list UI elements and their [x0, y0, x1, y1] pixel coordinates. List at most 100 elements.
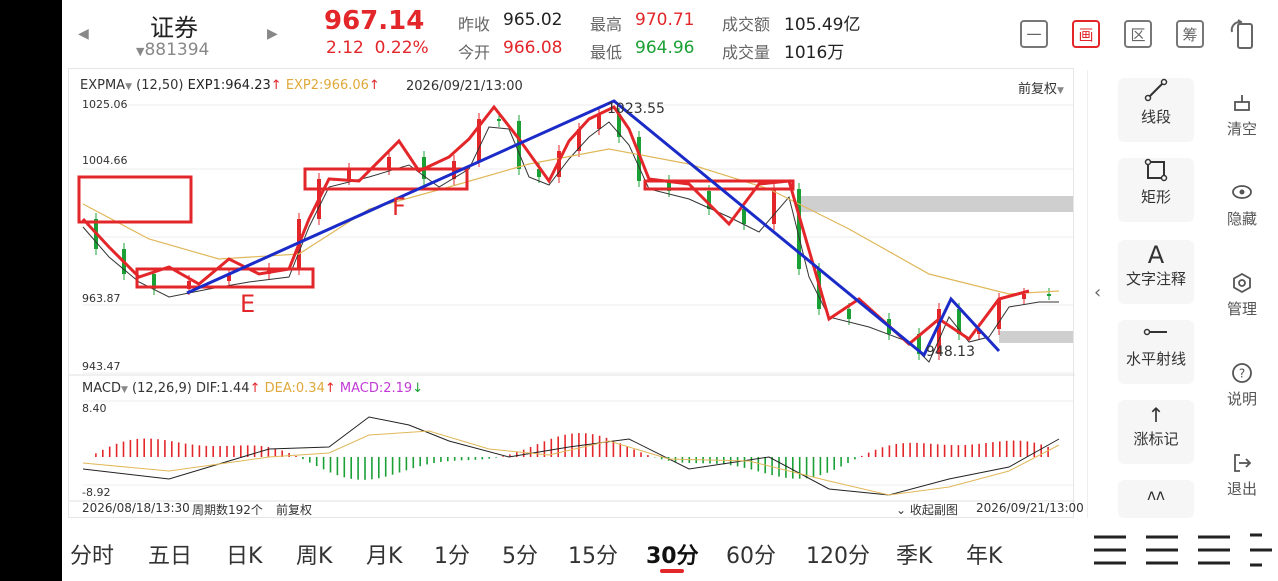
macd-value: MACD:2.19	[339, 381, 413, 396]
timeframe-tab[interactable]: 1分	[434, 544, 470, 569]
timeframe-tab[interactable]: 30分	[646, 544, 699, 569]
up-arrow-icon: ↑	[249, 381, 261, 396]
candle-body	[617, 114, 621, 137]
volume-value: 1016万	[784, 43, 845, 63]
candle-body	[537, 169, 541, 177]
prev-stock-arrow-icon[interactable]: ◀	[78, 26, 89, 42]
eye-icon	[1214, 182, 1270, 208]
tool-rectangle[interactable]: 矩形	[1118, 158, 1194, 222]
stock-code-row[interactable]: ▼881394	[136, 40, 209, 60]
segment-icon	[1118, 78, 1194, 106]
candle-body	[637, 137, 641, 181]
timeframe-tab[interactable]: 5分	[502, 544, 538, 569]
macd-params: (12,26,9)	[132, 381, 192, 396]
candle-body	[707, 191, 711, 209]
dropdown-icon: ▼	[125, 82, 132, 92]
next-stock-arrow-icon[interactable]: ▶	[267, 26, 278, 42]
collapse-toolbox-icon[interactable]: ‹	[1094, 282, 1102, 303]
manage-button[interactable]: 管理	[1214, 272, 1270, 319]
candle-body	[797, 189, 801, 269]
dif-line	[82, 416, 1060, 496]
candle-body	[347, 169, 351, 179]
text-a-icon: A	[1147, 241, 1165, 269]
red-rectangle-drawing	[77, 175, 193, 224]
low-label: 最低	[590, 43, 623, 62]
tool-rise-mark[interactable]: ↑ 涨标记	[1118, 400, 1194, 464]
macd-y-bottom: -8.92	[82, 486, 111, 499]
candle-body	[1047, 294, 1051, 296]
candle-body	[772, 189, 776, 224]
timeframe-tab[interactable]: 季K	[896, 544, 933, 569]
rotate-screen-icon[interactable]	[1228, 18, 1258, 50]
current-price: 967.14	[324, 6, 425, 36]
exit-icon	[1214, 452, 1270, 478]
help-button[interactable]: ? 说明	[1214, 362, 1270, 409]
high-price-annotation: 1023.55	[607, 101, 665, 117]
indicator-name[interactable]: EXPMA	[80, 78, 126, 93]
tool-segment-label: 线段	[1140, 108, 1171, 126]
macd-legend[interactable]: MACD▼ (12,26,9) DIF:1.44↑ DEA:0.34↑ MACD…	[82, 381, 423, 396]
amount-label: 成交额	[722, 15, 771, 34]
tool-horizontal-ray-label: 水平射线	[1125, 350, 1186, 368]
range-mode-button[interactable]: 区	[1124, 20, 1152, 48]
timeframe-tab[interactable]: 15分	[568, 544, 618, 569]
tool-rise-mark-label: 涨标记	[1133, 430, 1179, 448]
collapse-subchart-button[interactable]: ⌄ 收起副图	[896, 501, 958, 518]
candle-body	[847, 309, 851, 319]
line-mode-button[interactable]: 一	[1020, 20, 1048, 48]
dif-value: DIF:1.44	[195, 381, 250, 396]
hide-button[interactable]: 隐藏	[1214, 182, 1270, 229]
arrow-up-icon: ↑	[1147, 403, 1165, 427]
price-change-row: 2.12 0.22%	[326, 38, 429, 58]
timeframe-tab[interactable]: 日K	[226, 544, 263, 569]
prev-close-label: 昨收	[458, 15, 491, 34]
gray-zone	[799, 196, 1073, 212]
candle-body	[497, 119, 501, 121]
collapse-label: 收起副图	[909, 503, 958, 517]
svg-text:?: ?	[1239, 367, 1245, 381]
chart-datetime: 2026/09/21/13:00	[406, 79, 523, 94]
end-time: 2026/09/21/13:00	[976, 501, 1084, 515]
exp-indicator-legend[interactable]: EXPMA▼ (12,50) EXP1:964.23↑ EXP2:966.06↑	[80, 78, 380, 93]
footer-adjust: 前复权	[276, 503, 313, 517]
kline-chart[interactable]	[69, 69, 1075, 519]
timeframe-tab[interactable]: 周K	[296, 544, 333, 569]
timeframe-tab[interactable]: 年K	[966, 544, 1003, 569]
tool-more[interactable]: ʌʌ	[1118, 480, 1194, 518]
stock-code: 881394	[144, 40, 210, 60]
adjust-selector[interactable]: 前复权▼	[1018, 78, 1064, 97]
candle-body	[742, 209, 746, 224]
draw-mode-button[interactable]: 画	[1072, 20, 1100, 48]
candle-body	[957, 309, 961, 334]
exp2-line	[82, 148, 1060, 295]
timeframe-tab[interactable]: 120分	[806, 544, 870, 569]
manage-label: 管理	[1226, 300, 1257, 318]
timeframe-tab[interactable]: 60分	[726, 544, 776, 569]
clear-button[interactable]: 清空	[1214, 92, 1270, 139]
price-change: 2.12	[326, 38, 364, 58]
tool-text-note[interactable]: A 文字注释	[1118, 240, 1194, 304]
chip-mode-button[interactable]: 筹	[1176, 20, 1204, 48]
blue-trendline-drawing	[186, 99, 1001, 358]
high-value: 970.71	[635, 10, 695, 30]
red-rectangle-drawing	[135, 267, 315, 289]
timeframe-tab[interactable]: 分时	[70, 544, 115, 569]
tool-segment[interactable]: 线段	[1118, 78, 1194, 142]
exp1-line	[82, 121, 1059, 363]
exit-button[interactable]: 退出	[1214, 452, 1270, 499]
wave-icon: ʌʌ	[1147, 486, 1165, 504]
tool-text-note-label: 文字注释	[1125, 270, 1186, 288]
question-icon: ?	[1214, 362, 1270, 388]
chart-panel[interactable]	[68, 68, 1075, 519]
more-timeframes-icon[interactable]	[1086, 527, 1276, 573]
candle-body	[187, 281, 191, 289]
y-label-bottom: 943.47	[82, 360, 121, 373]
timeframe-tab[interactable]: 月K	[366, 544, 403, 569]
macd-name[interactable]: MACD	[82, 381, 121, 396]
tool-horizontal-ray[interactable]: 水平射线	[1118, 320, 1194, 384]
active-timeframe-indicator	[660, 569, 684, 573]
down-arrow-icon: ↓	[412, 381, 424, 396]
dropdown-icon: ▼	[120, 385, 128, 395]
timeframe-tab[interactable]: 五日	[148, 544, 193, 569]
adjust-label: 前复权	[1018, 82, 1058, 97]
